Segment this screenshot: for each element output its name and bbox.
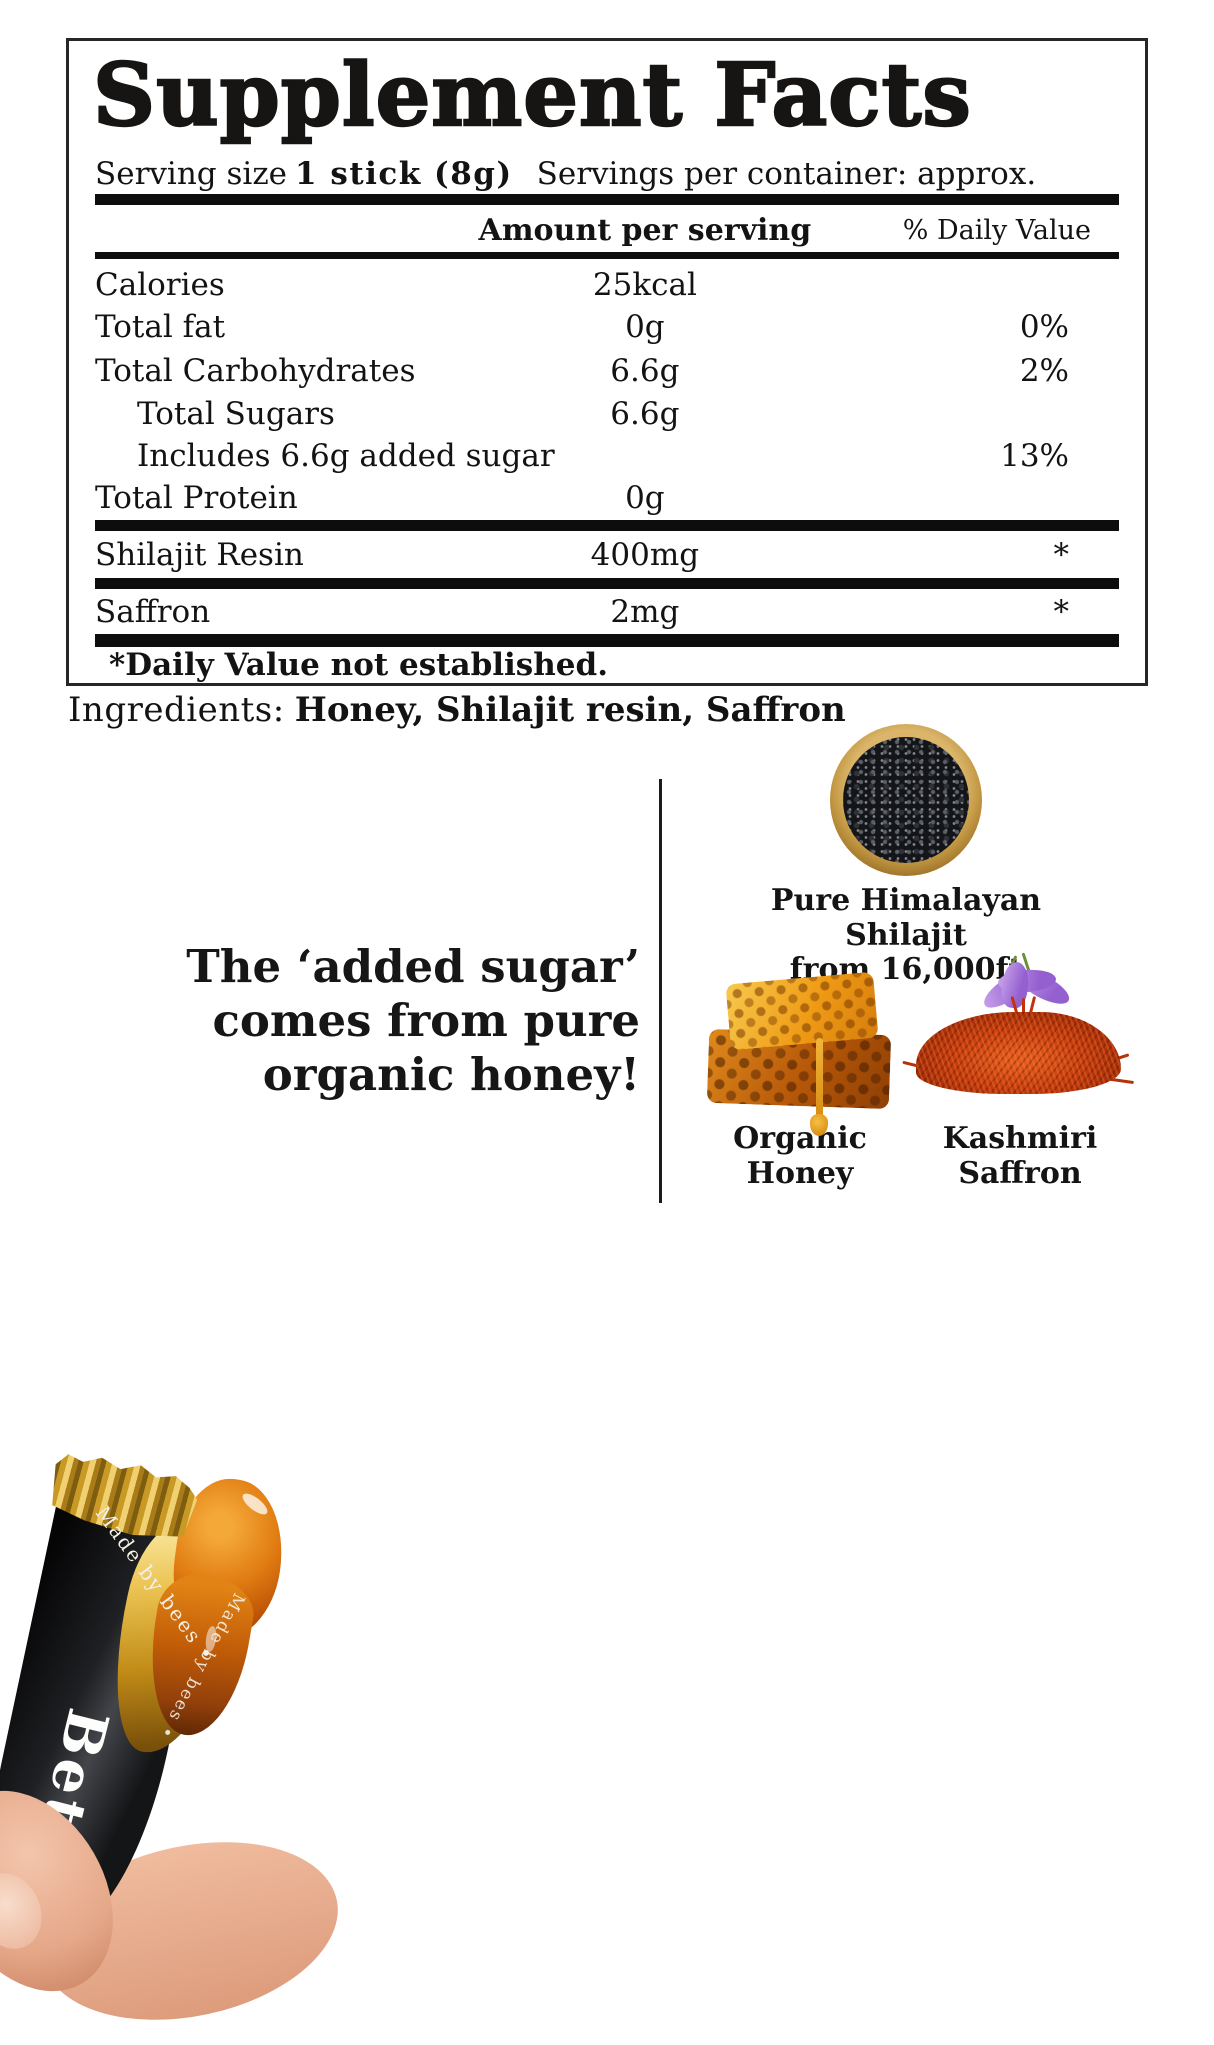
- row-name: Total fat: [95, 309, 226, 345]
- saffron-pile: [916, 1012, 1121, 1094]
- column-amount-per-serving: Amount per serving: [478, 213, 812, 248]
- ingredients-line: Ingredients: Honey, Shilajit resin, Saffr…: [68, 690, 846, 730]
- row-name: Total Carbohydrates: [95, 353, 416, 389]
- tagline-line-3: organic honey!: [262, 1048, 640, 1101]
- ingredients-value: Honey, Shilajit resin, Saffron: [294, 690, 846, 730]
- table-row-total-fat: Total fat 0g 0%: [95, 306, 1119, 348]
- row-amount: 6.6g: [610, 396, 680, 432]
- honey-drip-line: [816, 1038, 823, 1120]
- servings-per-container: Servings per container: approx.: [536, 156, 1037, 192]
- table-header: Amount per serving % Daily Value: [95, 211, 1119, 251]
- divider-bar-thick: [95, 520, 1119, 531]
- shilajit-resin-texture: [843, 737, 969, 863]
- shilajit-caption-line-1: Pure Himalayan Shilajit: [770, 883, 1042, 953]
- shilajit-caption: Pure Himalayan Shilajit from 16,000ft: [705, 883, 1107, 988]
- row-name: Includes 6.6g added sugar: [137, 438, 555, 474]
- honeycomb-image: [700, 968, 900, 1136]
- table-row-total-sugars: Total Sugars 6.6g: [95, 393, 1119, 435]
- table-row-calories: Calories 25kcal: [95, 264, 1119, 306]
- serving-info: Serving size 1 stick (8g) Servings per con…: [95, 153, 1036, 195]
- row-amount: 25kcal: [592, 267, 697, 303]
- row-name: Saffron: [95, 594, 211, 630]
- table-row-added-sugar: Includes 6.6g added sugar 13%: [95, 435, 1119, 477]
- daily-value-footnote: *Daily Value not established.: [109, 647, 608, 683]
- vertical-divider: [659, 779, 662, 1203]
- row-amount: 2mg: [610, 594, 680, 630]
- saffron-image: [902, 952, 1134, 1120]
- divider-bar-thin: [95, 252, 1119, 259]
- panel-title: Supplement Facts: [92, 45, 972, 146]
- row-daily-value: 13%: [1000, 438, 1069, 474]
- saffron-caption: Kashmiri Saffron: [942, 1121, 1098, 1191]
- row-name: Shilajit Resin: [95, 537, 304, 573]
- row-amount: 400mg: [590, 537, 700, 573]
- table-row-total-carbohydrates: Total Carbohydrates 6.6g 2%: [95, 350, 1119, 392]
- row-daily-value: *: [1053, 537, 1070, 573]
- row-daily-value: 2%: [1019, 353, 1069, 389]
- divider-bar-thick: [95, 194, 1119, 205]
- tagline: The ‘added sugar’ comes from pure organi…: [140, 940, 640, 1102]
- serving-size-label: Serving size: [95, 156, 287, 192]
- saffron-stigma: [1022, 998, 1025, 1024]
- divider-bar-thick: [95, 634, 1119, 647]
- row-daily-value: 0%: [1019, 309, 1069, 345]
- row-name: Total Protein: [95, 480, 298, 516]
- row-amount: 6.6g: [610, 353, 680, 389]
- table-row-total-protein: Total Protein 0g: [95, 477, 1119, 519]
- row-amount: 0g: [625, 480, 665, 516]
- honey-droplet: [810, 1114, 828, 1136]
- table-row-saffron: Saffron 2mg *: [95, 589, 1119, 635]
- honey-caption: Organic Honey: [733, 1121, 867, 1191]
- row-name: Total Sugars: [137, 396, 335, 432]
- row-daily-value: *: [1053, 594, 1070, 630]
- tagline-line-2: comes from pure: [212, 994, 640, 1047]
- ingredients-label: Ingredients:: [68, 690, 285, 730]
- serving-size-value: 1 stick (8g): [295, 156, 513, 192]
- row-name: Calories: [95, 267, 225, 303]
- tagline-line-1: The ‘added sugar’: [186, 940, 640, 993]
- supplement-facts-panel: Supplement Facts Serving size 1 stick (8g…: [66, 38, 1148, 686]
- divider-bar-thick: [95, 578, 1119, 589]
- table-row-shilajit-resin: Shilajit Resin 400mg *: [95, 532, 1119, 578]
- column-daily-value: % Daily Value: [902, 215, 1091, 246]
- row-amount: 0g: [625, 309, 665, 345]
- honeycomb-block-top: [725, 971, 879, 1051]
